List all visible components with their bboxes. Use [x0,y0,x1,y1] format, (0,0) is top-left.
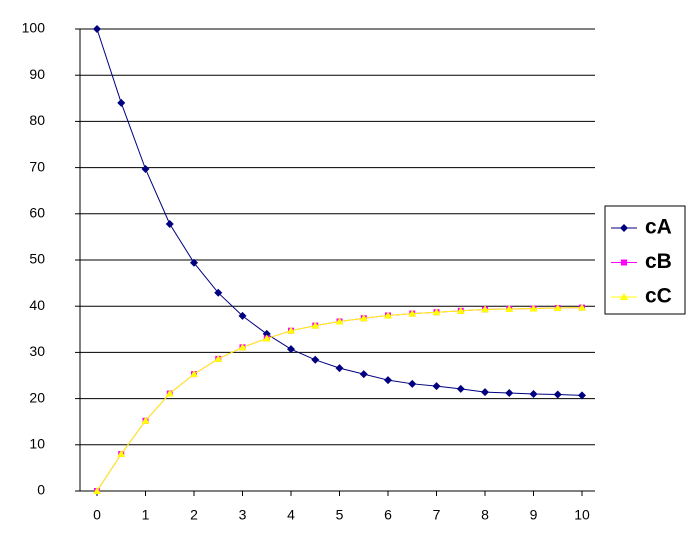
x-tick-label: 7 [433,507,441,523]
marker [553,304,562,312]
marker [190,258,198,267]
series-line [96,28,583,396]
marker [335,317,344,325]
marker [287,326,295,334]
marker [141,164,150,173]
marker [529,389,538,398]
marker [456,306,465,314]
marker [481,305,489,313]
x-tick-label: 10 [574,507,590,523]
marker [505,304,514,312]
legend-marker [620,293,628,300]
legend-marker [620,224,628,232]
y-tick-label: 100 [22,20,46,36]
marker [384,311,392,319]
marker [335,364,344,373]
legend-label: cA [645,216,672,239]
marker [190,370,198,378]
x-tick-label: 6 [384,507,392,523]
marker [117,450,126,458]
y-tick-label: 10 [29,436,45,452]
y-tick-label: 70 [29,158,45,174]
marker [214,354,223,362]
marker [481,388,489,397]
marker [553,390,562,399]
marker [93,25,101,33]
marker [311,355,320,364]
x-tick-label: 1 [142,507,150,523]
x-tick-label: 9 [530,507,538,523]
marker [287,345,295,354]
marker [578,303,586,311]
marker [311,321,320,329]
marker [359,314,368,322]
legend-box [604,205,686,315]
marker [384,376,392,385]
marker [262,334,271,342]
marker [432,308,441,316]
marker [359,370,368,379]
y-tick-label: 80 [29,112,45,128]
marker [214,288,223,297]
y-tick-label: 20 [29,389,45,405]
marker [93,487,101,494]
x-tick-label: 0 [93,507,101,523]
marker [238,311,247,320]
marker [408,309,417,317]
x-tick-label: 5 [336,507,344,523]
y-tick-label: 0 [37,482,45,498]
series-line [96,307,583,492]
legend-label: cB [645,250,672,273]
marker [432,382,441,391]
marker [505,389,514,398]
marker [529,304,538,312]
legend-label: cC [645,285,672,308]
marker [141,416,150,424]
marker [456,384,465,393]
marker [165,219,174,228]
marker [165,389,174,397]
x-tick-label: 3 [239,507,247,523]
x-tick-label: 4 [287,507,295,523]
series-line [96,307,583,492]
marker [117,98,126,107]
y-tick-label: 60 [29,205,45,221]
legend-marker [621,259,627,266]
legend: cA cB cC [604,205,686,315]
x-tick-label: 8 [481,507,489,523]
y-tick-label: 40 [29,297,45,313]
y-tick-label: 90 [29,66,45,82]
marker [578,391,586,400]
x-tick-label: 2 [190,507,198,523]
y-tick-label: 50 [29,251,45,267]
y-tick-label: 30 [29,343,45,359]
marker [238,343,247,351]
marker [408,379,417,388]
